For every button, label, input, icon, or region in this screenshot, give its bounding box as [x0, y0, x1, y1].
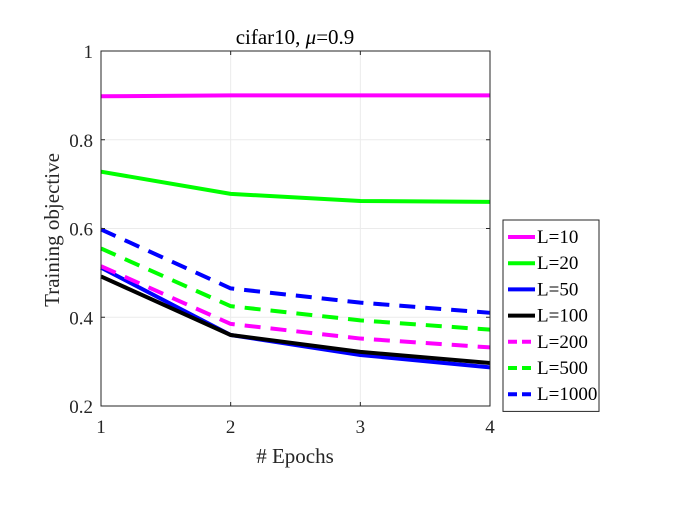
series-line-l-100 [100, 274, 491, 365]
legend-label-l-1000: L=1000 [537, 384, 597, 405]
legend-label-l-20: L=20 [537, 253, 578, 274]
legend: L=10 L=20 L=50 L=100 L=200 L=500 L=1000 [502, 219, 600, 412]
chart-title: cifar10, μ=0.9 [236, 25, 355, 49]
y-axis-label: Training objective [40, 153, 64, 307]
x-tick-label-3: 4 [485, 417, 495, 438]
tick-labels: 1 2 3 4 0.2 0.4 0.6 0.8 1 [69, 42, 495, 438]
title-mu: μ [305, 25, 317, 49]
legend-box [502, 219, 600, 412]
axes [100, 50, 491, 407]
x-tick-label-0: 1 [96, 417, 106, 438]
title-prefix: cifar10, [236, 25, 306, 49]
x-tick-label-1: 2 [226, 417, 236, 438]
y-tick-label-1: 0.4 [69, 308, 93, 329]
y-tick-label-2: 0.6 [69, 220, 93, 241]
legend-label-l-10: L=10 [537, 227, 578, 248]
y-tick-label-0: 0.2 [69, 397, 93, 418]
legend-label-l-200: L=200 [537, 332, 588, 353]
title-suffix: =0.9 [316, 25, 354, 49]
series-layer [100, 93, 491, 370]
y-tick-label-4: 1 [84, 42, 94, 63]
y-tick-label-3: 0.8 [69, 131, 93, 152]
x-tick-label-2: 3 [356, 417, 366, 438]
series-line-l-10 [100, 93, 490, 99]
legend-label-l-50: L=50 [537, 279, 578, 300]
series-line-l-20 [100, 169, 491, 204]
legend-label-l-500: L=500 [537, 358, 588, 379]
x-axis-label: # Epochs [256, 444, 334, 468]
legend-label-l-100: L=100 [537, 306, 588, 327]
